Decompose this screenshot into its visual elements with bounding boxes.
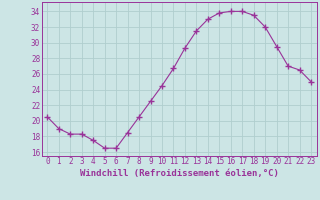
- X-axis label: Windchill (Refroidissement éolien,°C): Windchill (Refroidissement éolien,°C): [80, 169, 279, 178]
